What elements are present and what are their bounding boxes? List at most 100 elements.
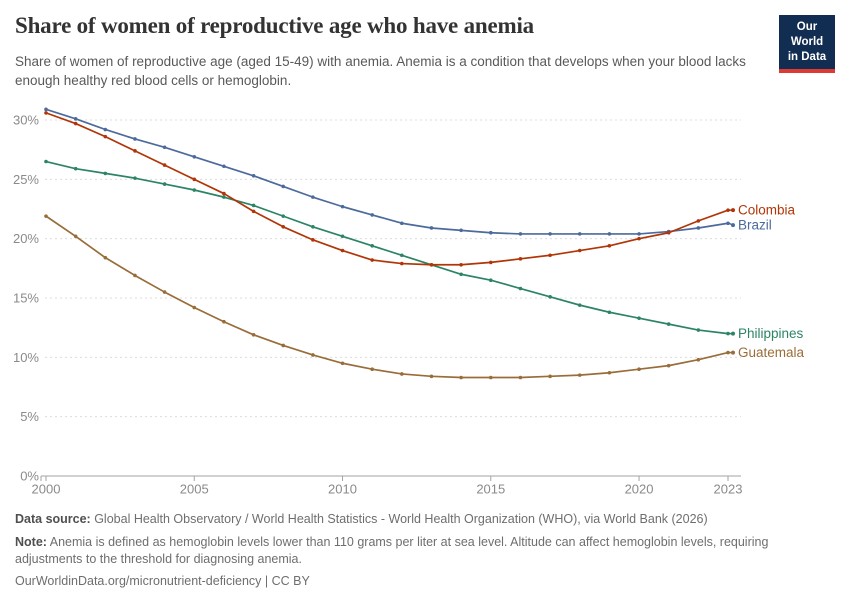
data-point[interactable] — [192, 305, 197, 310]
data-point[interactable] — [133, 176, 137, 180]
data-point[interactable] — [637, 236, 641, 241]
data-point[interactable] — [251, 173, 256, 178]
data-point[interactable] — [637, 367, 641, 372]
data-point[interactable] — [488, 230, 493, 235]
data-point[interactable] — [44, 107, 48, 112]
data-point[interactable] — [459, 228, 463, 233]
data-point[interactable] — [251, 209, 256, 214]
data-point[interactable] — [73, 121, 78, 126]
data-point[interactable] — [192, 188, 197, 192]
series-label-colombia[interactable]: Colombia — [738, 203, 796, 218]
data-point[interactable] — [666, 363, 671, 368]
data-point[interactable] — [577, 303, 582, 307]
data-point[interactable] — [429, 226, 434, 230]
data-point[interactable] — [44, 214, 48, 218]
data-point[interactable] — [518, 232, 523, 236]
data-point[interactable] — [607, 232, 612, 236]
data-point[interactable] — [696, 357, 701, 362]
data-point[interactable] — [281, 184, 286, 189]
data-point[interactable] — [222, 191, 226, 196]
data-point[interactable] — [637, 316, 641, 320]
data-point[interactable] — [548, 374, 552, 379]
data-point[interactable] — [340, 248, 345, 253]
data-point[interactable] — [400, 261, 404, 266]
data-point[interactable] — [666, 322, 671, 326]
data-point[interactable] — [548, 232, 552, 236]
data-point[interactable] — [488, 260, 493, 265]
data-point[interactable] — [311, 195, 315, 199]
data-point[interactable] — [518, 375, 523, 380]
owid-logo[interactable]: Our World in Data — [779, 15, 835, 73]
data-point[interactable] — [281, 225, 286, 229]
data-point[interactable] — [281, 214, 286, 218]
data-point[interactable] — [696, 328, 701, 332]
data-point[interactable] — [162, 182, 167, 186]
data-point[interactable] — [73, 166, 78, 171]
data-point[interactable] — [281, 343, 286, 348]
series-label-philippines[interactable]: Philippines — [738, 326, 804, 341]
data-point[interactable] — [726, 208, 730, 212]
data-point[interactable] — [44, 111, 48, 115]
line-philippines[interactable] — [45, 160, 729, 335]
data-point[interactable] — [577, 232, 582, 236]
data-point[interactable] — [162, 290, 167, 294]
data-point[interactable] — [103, 134, 108, 139]
series-label-brazil[interactable]: Brazil — [738, 218, 772, 233]
data-point[interactable] — [370, 258, 374, 262]
line-guatemala[interactable] — [45, 215, 729, 379]
data-point[interactable] — [429, 262, 434, 267]
data-point[interactable] — [577, 373, 582, 377]
data-point[interactable] — [340, 361, 345, 366]
data-point[interactable] — [607, 243, 612, 248]
series-label-guatemala[interactable]: Guatemala — [738, 345, 805, 360]
line-brazil[interactable] — [45, 108, 729, 235]
data-point[interactable] — [133, 273, 137, 278]
data-point[interactable] — [577, 248, 582, 253]
data-point[interactable] — [666, 230, 671, 235]
data-point[interactable] — [311, 353, 315, 357]
data-point[interactable] — [103, 127, 108, 132]
data-point[interactable] — [696, 226, 701, 230]
footer-link[interactable]: OurWorldinData.org/micronutrient-deficie… — [15, 574, 310, 589]
data-point[interactable] — [222, 195, 226, 199]
data-point[interactable] — [607, 370, 612, 375]
data-point[interactable] — [103, 171, 108, 176]
data-point[interactable] — [340, 234, 345, 239]
data-point[interactable] — [400, 221, 404, 226]
data-point[interactable] — [726, 350, 730, 355]
data-point[interactable] — [73, 117, 78, 121]
data-point[interactable] — [726, 331, 730, 336]
data-point[interactable] — [311, 225, 315, 229]
data-point[interactable] — [370, 213, 374, 217]
data-point[interactable] — [103, 255, 108, 260]
data-point[interactable] — [251, 203, 256, 208]
data-point[interactable] — [726, 221, 730, 226]
data-point[interactable] — [637, 232, 641, 236]
data-point[interactable] — [607, 310, 612, 315]
data-point[interactable] — [44, 159, 48, 164]
data-point[interactable] — [222, 319, 226, 324]
data-point[interactable] — [133, 149, 137, 153]
data-point[interactable] — [192, 154, 197, 159]
data-point[interactable] — [459, 262, 463, 267]
line-colombia[interactable] — [45, 112, 729, 266]
data-point[interactable] — [311, 238, 315, 242]
data-point[interactable] — [222, 164, 226, 169]
data-point[interactable] — [518, 257, 523, 261]
data-point[interactable] — [400, 372, 404, 376]
data-point[interactable] — [370, 367, 374, 372]
data-point[interactable] — [488, 375, 493, 380]
data-point[interactable] — [73, 234, 78, 239]
data-point[interactable] — [429, 374, 434, 379]
data-point[interactable] — [548, 253, 552, 258]
data-point[interactable] — [162, 163, 167, 167]
data-point[interactable] — [696, 219, 701, 223]
data-point[interactable] — [192, 177, 197, 182]
data-point[interactable] — [400, 253, 404, 258]
data-point[interactable] — [340, 204, 345, 209]
data-point[interactable] — [162, 145, 167, 150]
data-point[interactable] — [518, 286, 523, 291]
data-point[interactable] — [251, 332, 256, 337]
data-point[interactable] — [370, 243, 374, 248]
data-point[interactable] — [133, 137, 137, 141]
